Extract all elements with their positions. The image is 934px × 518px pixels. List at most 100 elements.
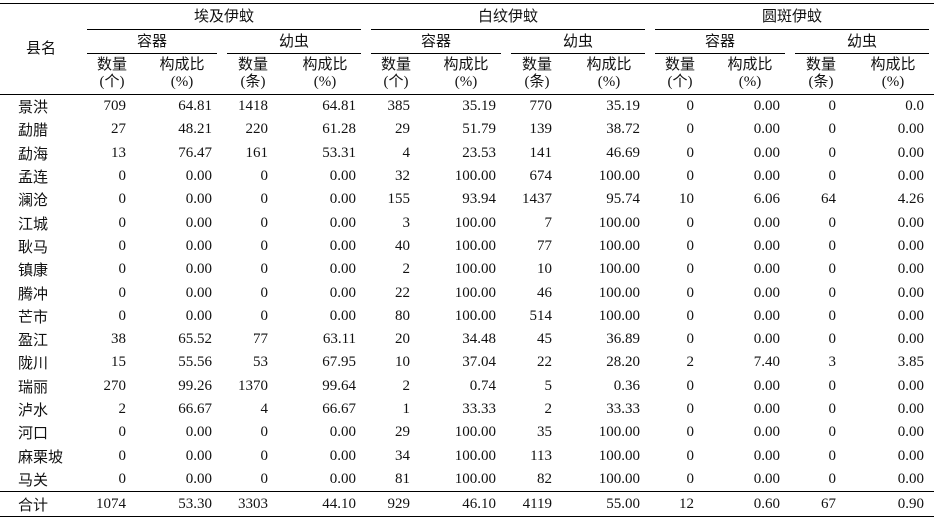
cell: 63.11 (322, 331, 357, 348)
cell: 0 (828, 284, 837, 301)
cell: 5 (544, 377, 553, 394)
cell: 0.00 (753, 98, 781, 115)
cell: 1418 (238, 98, 268, 115)
cell: 53.30 (142, 491, 222, 518)
cell: 38 (111, 331, 126, 348)
cell: 100.00 (454, 307, 497, 324)
cell: 0 (686, 168, 695, 185)
cell: 4 (260, 401, 269, 417)
cell: 0 (828, 98, 837, 115)
cell: 29 (395, 424, 411, 441)
cell: 674 (529, 168, 553, 185)
table-row: 江城 0 0.00 0 0.00 3 100.00 7 100.00 0 0.00 0 0.00 (0, 211, 934, 234)
column-unit: (条) (808, 74, 834, 90)
cell: 270 (103, 377, 127, 394)
cell: 0.36 (613, 377, 641, 394)
table-row: 腾冲 0 0.00 0 0.00 22 100.00 46 100.00 0 0.00 0 0.00 (0, 281, 934, 304)
column-unit: (条) (524, 74, 550, 90)
cell: 0 (828, 424, 837, 441)
cell: 22 (537, 354, 553, 371)
column-label: 构成比 (302, 57, 348, 73)
cell: 220 (245, 121, 269, 138)
cell: 514 (529, 307, 553, 324)
county-name: 马关 (18, 472, 49, 489)
cell: 0.00 (897, 424, 925, 441)
cell: 1074 (82, 491, 142, 518)
cell: 139 (529, 121, 553, 138)
cell: 0.74 (469, 377, 497, 394)
county-name: 瑞丽 (18, 379, 49, 396)
cell: 29 (395, 121, 411, 138)
column-label: 构成比 (586, 57, 632, 73)
cell: 40 (395, 237, 411, 254)
cell: 0.00 (753, 144, 781, 161)
table-row: 麻栗坡 0 0.00 0 0.00 34 100.00 113 100.00 0 0.00 0 0.00 (0, 444, 934, 467)
cell: 53 (253, 354, 268, 371)
table-row: 盈江 38 65.52 77 63.11 20 34.48 45 36.89 0 0.00 0 0.00 (0, 328, 934, 351)
cell: 0.0 (905, 98, 925, 115)
cell: 0.00 (329, 470, 357, 487)
cell: 35 (537, 424, 553, 441)
table-row: 泸水 2 66.67 4 66.67 1 33.33 2 33.33 0 0.00 0 0.00 (0, 398, 934, 421)
cell: 100.00 (598, 261, 641, 278)
cell: 100.00 (598, 168, 641, 185)
data-table: 县名 埃及伊蚊 白纹伊蚊 圆斑伊蚊 容器 幼虫 容器 幼虫 容器 幼虫 数量 (个) 构成比 (%) 数量(… (0, 3, 934, 518)
cell: 0.00 (753, 237, 781, 254)
cell: 155 (387, 191, 411, 208)
cell: 0 (686, 144, 695, 161)
cell: 0.00 (753, 447, 781, 464)
cell: 35.19 (606, 98, 641, 115)
cell: 4 (402, 144, 411, 161)
cell: 0 (260, 168, 269, 185)
subgroup-header: 容器 (82, 30, 222, 54)
cell: 0.00 (329, 307, 357, 324)
subgroup-header: 幼虫 (222, 30, 367, 54)
cell: 64 (821, 191, 837, 208)
cell: 45 (537, 331, 553, 348)
cell: 33.33 (606, 401, 641, 417)
county-name: 陇川 (18, 356, 49, 373)
county-name: 盈江 (18, 333, 49, 350)
cell: 0 (260, 447, 269, 464)
cell: 0 (686, 331, 695, 348)
cell: 141 (529, 144, 553, 161)
cell: 0.00 (329, 237, 357, 254)
cell: 3 (828, 354, 837, 371)
table-row: 勐海 13 76.47 161 53.31 4 23.53 141 46.69 0 0.00 0 0.0… (0, 142, 934, 165)
cell: 0 (828, 377, 837, 394)
cell: 0.00 (897, 168, 925, 185)
county-name: 河口 (18, 426, 49, 443)
cell: 1 (402, 401, 411, 417)
cell: 99.64 (322, 377, 357, 394)
cell: 4.26 (897, 191, 925, 208)
cell: 0 (828, 214, 837, 231)
column-label: 构成比 (870, 57, 916, 73)
cell: 0.00 (185, 168, 212, 185)
cell: 0.00 (897, 121, 925, 138)
cell: 0 (686, 377, 695, 394)
county-name: 勐腊 (18, 123, 49, 140)
header-row: 数量 (个) 构成比 (%) 数量 (条) 构成比 (%) 数量 (个) 构成比 (%) 数量 (条) 构成… (0, 54, 934, 95)
cell: 0.90 (852, 491, 934, 518)
cell: 0.00 (329, 284, 357, 301)
cell: 7 (544, 214, 553, 231)
cell: 55.00 (568, 491, 651, 518)
cell: 100.00 (598, 214, 641, 231)
table-row: 澜沧 0 0.00 0 0.00 155 93.94 1437 95.74 10 6.06 64 4.2… (0, 188, 934, 211)
cell: 929 (366, 491, 427, 518)
cell: 81 (395, 470, 411, 487)
cell: 32 (395, 168, 411, 185)
cell: 48.21 (178, 121, 212, 138)
cell: 37.04 (462, 354, 497, 371)
cell: 0.00 (185, 470, 212, 487)
table-row: 合计 1074 53.30 3303 44.10 929 46.10 4119 55.00 12 0… (0, 491, 934, 518)
cell: 2 (544, 401, 553, 417)
cell: 0 (260, 214, 269, 231)
cell: 64.81 (322, 98, 357, 115)
cell: 66.67 (322, 401, 357, 417)
cell: 0.00 (897, 447, 925, 464)
county-name: 麻栗坡 (18, 449, 64, 466)
column-unit: (%) (313, 74, 337, 90)
cell: 61.28 (322, 121, 357, 138)
cell: 3303 (222, 491, 284, 518)
